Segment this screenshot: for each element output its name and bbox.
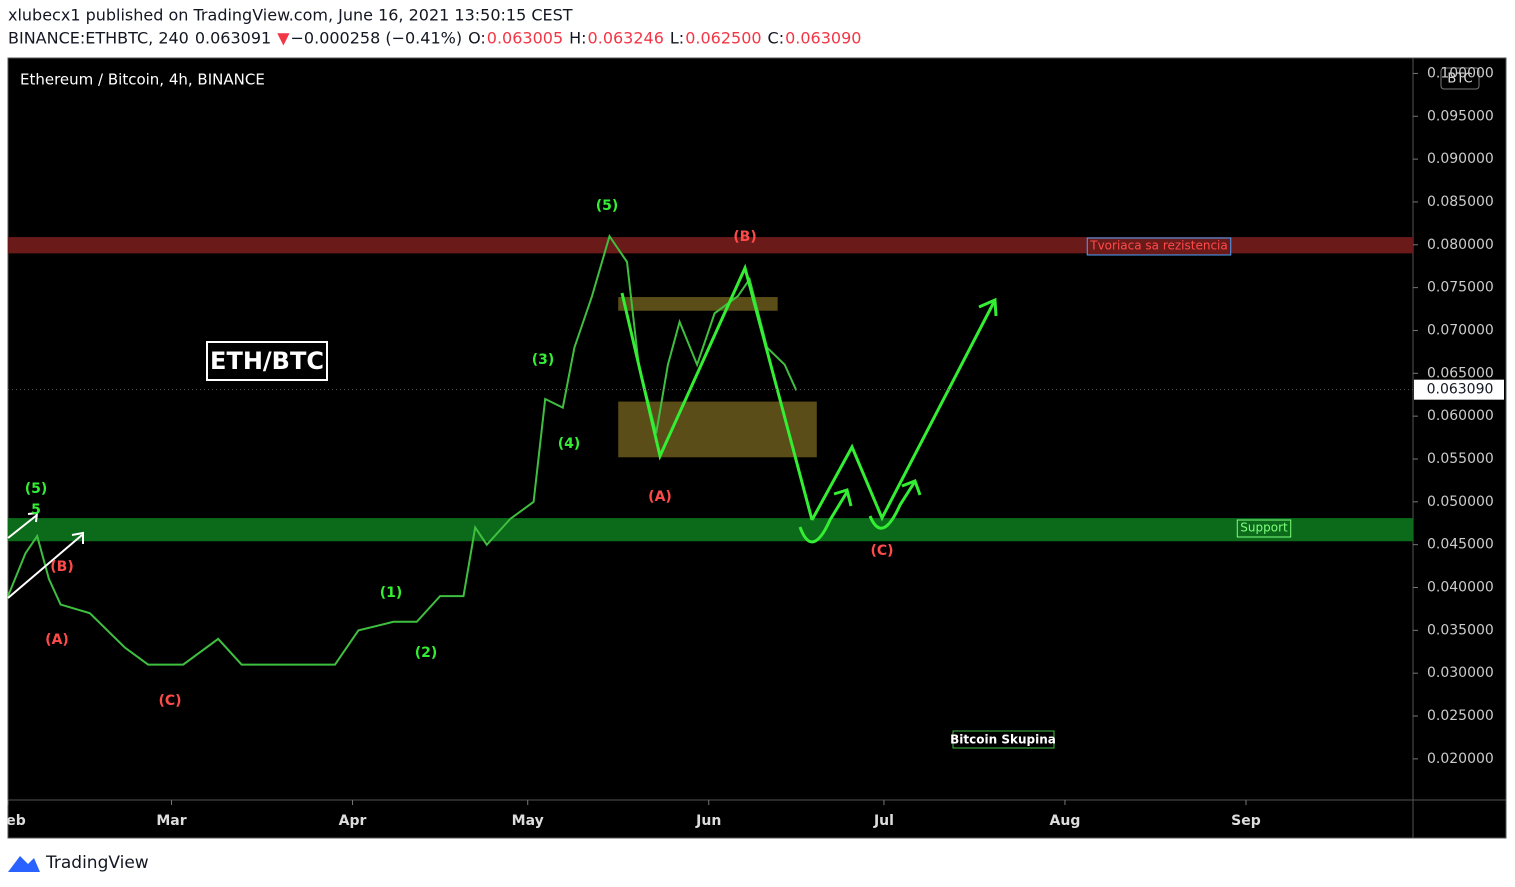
header: xlubecx1 published on TradingView.com, J…	[8, 6, 861, 48]
y-tick-label: 0.055000	[1427, 451, 1494, 467]
y-tick-label: 0.090000	[1427, 151, 1494, 167]
y-tick-label: 0.070000	[1427, 322, 1494, 338]
wave-label: (4)	[558, 436, 581, 452]
header-change: −0.000258 (−0.41%)	[291, 29, 463, 48]
y-tick-label: 0.030000	[1427, 665, 1494, 681]
pair-label: ETH/BTC	[210, 347, 324, 375]
y-tick-label: 0.035000	[1427, 622, 1494, 638]
header-close: 0.063090	[785, 29, 861, 48]
y-tick-label: 0.040000	[1427, 580, 1494, 596]
header-high: 0.063246	[588, 29, 664, 48]
header-last: 0.063091	[195, 29, 271, 48]
arrow	[7, 514, 38, 539]
y-tick-label: 0.020000	[1427, 751, 1494, 767]
projection	[620, 263, 998, 544]
wave-label: (B)	[50, 559, 73, 575]
projection-line	[620, 263, 814, 521]
wave-label: (A)	[45, 632, 69, 648]
projection-curve	[868, 482, 916, 530]
wave-label: (A)	[648, 489, 672, 505]
arrow-head	[901, 479, 922, 496]
y-tick-label: 0.080000	[1427, 237, 1494, 253]
zone	[618, 297, 778, 311]
wave-label: (C)	[158, 693, 181, 709]
note-box	[952, 730, 1055, 749]
zone-label-box	[1236, 519, 1292, 538]
chart-title: Ethereum / Bitcoin, 4h, BINANCE	[20, 71, 265, 89]
wave-label: (2)	[415, 645, 438, 661]
y-tick-label: 0.075000	[1427, 280, 1494, 296]
x-tick-label: Sep	[1231, 813, 1261, 829]
projection-line	[810, 299, 997, 522]
publisher: xlubecx1 published on TradingView.com, J…	[8, 6, 573, 25]
y-tick-label: 0.045000	[1427, 537, 1494, 553]
arrow-head	[27, 511, 39, 523]
header-open: 0.063005	[487, 29, 563, 48]
overlays: ETH/BTC Ethereum / Bitcoin, 4h, BINANCE …	[7, 67, 1480, 749]
y-tick-label: 0.065000	[1427, 365, 1494, 381]
x-tick-label: Jun	[695, 813, 721, 829]
zone	[8, 518, 1413, 542]
y-tick-label: 0.095000	[1427, 108, 1494, 124]
wave-label: (5)	[596, 198, 619, 214]
left-arrows	[7, 511, 84, 599]
wave-label: (3)	[532, 352, 555, 368]
header-open-label: O:	[468, 29, 486, 48]
footer: TradingView	[8, 853, 149, 873]
header-arrow: ▼	[277, 29, 290, 48]
y-tick-label: 0.085000	[1427, 194, 1494, 210]
y-tick-label: 0.050000	[1427, 494, 1494, 510]
x-tick-label: May	[512, 813, 544, 829]
header-symbol: BINANCE:ETHBTC, 240	[8, 29, 189, 48]
wave-label: (5)	[25, 481, 48, 497]
wave-label: (B)	[733, 229, 756, 245]
currency: BTC	[1447, 72, 1472, 87]
y-tick-label: 0.060000	[1427, 408, 1494, 424]
wave-label: (1)	[380, 585, 403, 601]
zone-label-box	[1086, 237, 1232, 256]
x-tick-label: Aug	[1050, 813, 1081, 829]
header-high-label: H:	[569, 29, 586, 48]
price-line	[8, 233, 798, 666]
arrow-head	[71, 531, 84, 544]
y-tick-label: 0.025000	[1427, 708, 1494, 724]
zone-label: Support	[1240, 521, 1288, 535]
zone-label: Tvoriaca sa rezistencia	[1089, 239, 1228, 253]
footer-brand: TradingView	[45, 853, 149, 873]
wave-label: 5	[31, 502, 41, 518]
x-tick-label: Jul	[873, 813, 894, 829]
y-tick-label: 0.100000	[1427, 65, 1494, 81]
zone	[8, 237, 1413, 254]
wave-label: (C)	[870, 543, 893, 559]
logo	[8, 856, 40, 872]
x-tick-label: eb	[6, 813, 26, 829]
header-close-label: C:	[768, 29, 785, 48]
projection-curve	[798, 491, 849, 544]
arrow	[7, 534, 83, 599]
currency-box	[1440, 67, 1480, 90]
header-low: 0.062500	[685, 29, 761, 48]
header-low-label: L:	[670, 29, 684, 48]
last-price-tag	[1414, 379, 1504, 400]
note: Bitcoin Skupina	[950, 733, 1056, 747]
arrow-head	[833, 488, 853, 507]
x-tick-label: Apr	[339, 813, 367, 829]
x-tick-label: Mar	[156, 813, 186, 829]
pair-box	[206, 341, 328, 381]
arrow-head	[978, 297, 998, 317]
last-price-label: 0.063090	[1427, 382, 1494, 398]
